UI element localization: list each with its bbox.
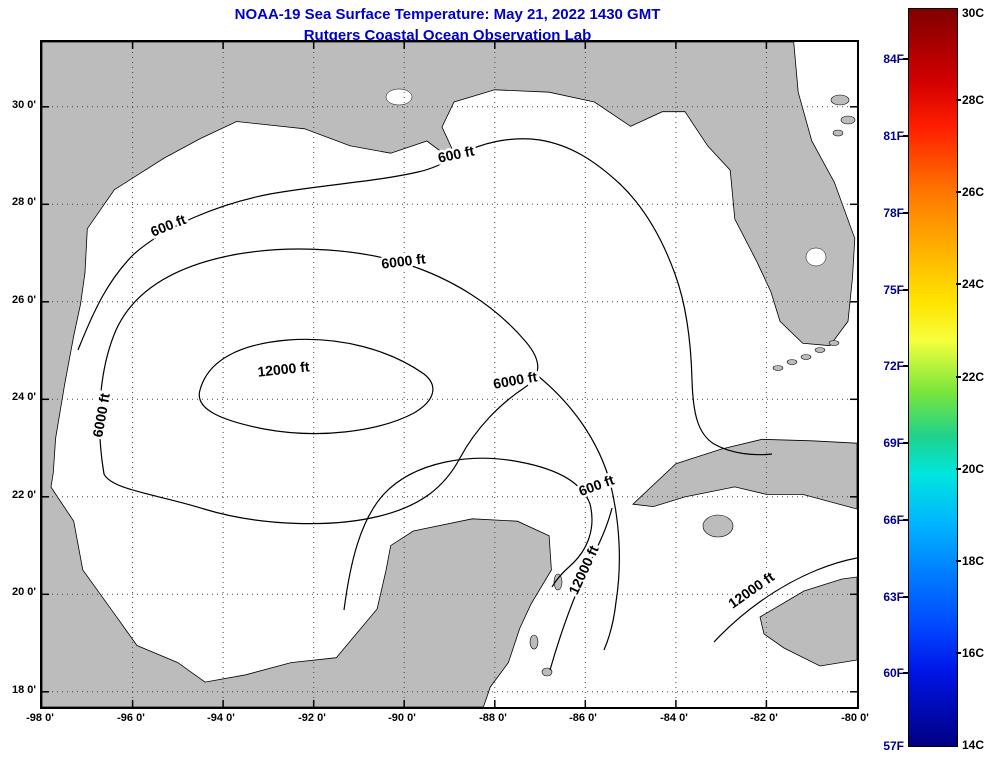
x-tick-94: -94 0' [207,712,235,724]
contour-600ft-campeche-bank [343,457,593,611]
contour-label-12000ft-cayman: 12000 ft [725,568,777,611]
y-tick-20: 20 0' [11,586,36,599]
colorbar-tick-c [956,652,961,654]
island-bahamas-2 [840,115,856,125]
colorbar-label-66f: 66F [883,513,904,527]
colorbar-label-28c: 28C [962,93,985,107]
colorbar-tick-c [956,99,961,101]
island-keys-3 [800,354,812,360]
colorbar-label-30c: 30C [962,6,985,20]
island-keys-5 [772,365,784,371]
colorbar-tick-c [956,468,961,470]
axis-tick-marks [42,42,857,707]
y-tick-28: 28 0' [11,196,36,209]
y-tick-30: 30 0' [11,98,36,111]
x-tick-80: -80 0' [841,712,869,724]
colorbar-tick-c [956,376,961,378]
colorbar-label-78f: 78F [883,206,904,220]
contour-12000ft-channel [549,507,613,671]
colorbar-tick-f [903,365,908,367]
colorbar-label-22c: 22C [962,370,985,384]
y-tick-26: 26 0' [11,293,36,306]
colorbar-label-69f: 69F [883,436,904,450]
island-chinchorro-2 [541,667,553,677]
contour-label-6000ft-mid: 6000 ft [492,368,539,392]
colorbar-label-57f: 57F [883,739,904,753]
y-tick-22: 22 0' [11,488,36,501]
page-title: NOAA-19 Sea Surface Temperature: May 21,… [234,6,661,23]
colorbar [908,8,958,747]
colorbar-tick-c [956,560,961,562]
x-tick-98: -98 0' [26,712,54,724]
colorbar-tick-f [903,289,908,291]
gulf-map-canvas: 600 ft 600 ft 600 ft 6000 ft 6000 ft 600… [41,41,858,708]
colorbar-label-75f: 75F [883,283,904,297]
contour-12000ft-sigsbee [198,338,434,435]
colorbar-label-24c: 24C [962,277,985,291]
island-chinchorro-1 [529,634,539,650]
island-bahamas-3 [832,129,844,137]
page-subtitle: Rutgers Coastal Ocean Observation Lab [303,27,592,44]
colorbar-label-63f: 63F [883,590,904,604]
colorbar-label-84f: 84F [883,52,904,66]
contour-label-600ft-yucatan: 600 ft [576,471,616,499]
lake-pontchartrain [385,88,413,106]
land-bottom-right [759,576,858,667]
colorbar-label-81f: 81F [883,129,904,143]
x-tick-96: -96 0' [117,712,145,724]
contour-6000ft-loop [98,248,539,525]
y-tick-18: 18 0' [11,683,36,696]
colorbar-tick-c [956,191,961,193]
colorbar-tick-f [903,135,908,137]
land-mainland [41,41,856,708]
contour-label-12000ft-channel: 12000 ft [565,543,602,597]
contour-label-12000ft-central: 12000 ft [257,358,311,379]
land-isle-of-youth [702,514,734,538]
colorbar-label-14c: 14C [962,738,985,752]
lake-okeechobee [805,247,827,267]
x-tick-88: -88 0' [479,712,507,724]
island-keys-4 [786,359,798,365]
colorbar-tick-f [903,442,908,444]
colorbar-tick-f [903,212,908,214]
colorbar-label-72f: 72F [883,359,904,373]
island-cozumel [553,573,563,591]
contour-label-600ft-west: 600 ft [148,211,188,240]
colorbar-tick-c [956,283,961,285]
land-cuba [632,438,858,510]
x-tick-84: -84 0' [660,712,688,724]
colorbar-label-20c: 20C [962,462,985,476]
x-tick-92: -92 0' [298,712,326,724]
colorbar-tick-f [903,519,908,521]
colorbar-label-26c: 26C [962,185,985,199]
contour-6000ft-yucatan-channel [537,375,620,651]
contour-12000ft-cayman [713,557,858,643]
colorbar-tick-f [903,672,908,674]
island-keys-2 [814,347,826,353]
colorbar-label-16c: 16C [962,646,985,660]
colorbar-tick-f [903,58,908,60]
colorbar-label-18c: 18C [962,554,985,568]
colorbar-tick-f [903,596,908,598]
y-tick-24: 24 0' [11,391,36,404]
contour-label-6000ft-west: 6000 ft [89,392,113,439]
contour-600ft-north-shelf [77,138,773,456]
x-tick-90: -90 0' [388,712,416,724]
island-bahamas-1 [830,94,850,106]
map-frame: 600 ft 600 ft 600 ft 6000 ft 6000 ft 600… [40,40,859,709]
colorbar-label-60f: 60F [883,666,904,680]
island-keys-1 [828,340,840,346]
x-tick-86: -86 0' [569,712,597,724]
x-tick-82: -82 0' [750,712,778,724]
